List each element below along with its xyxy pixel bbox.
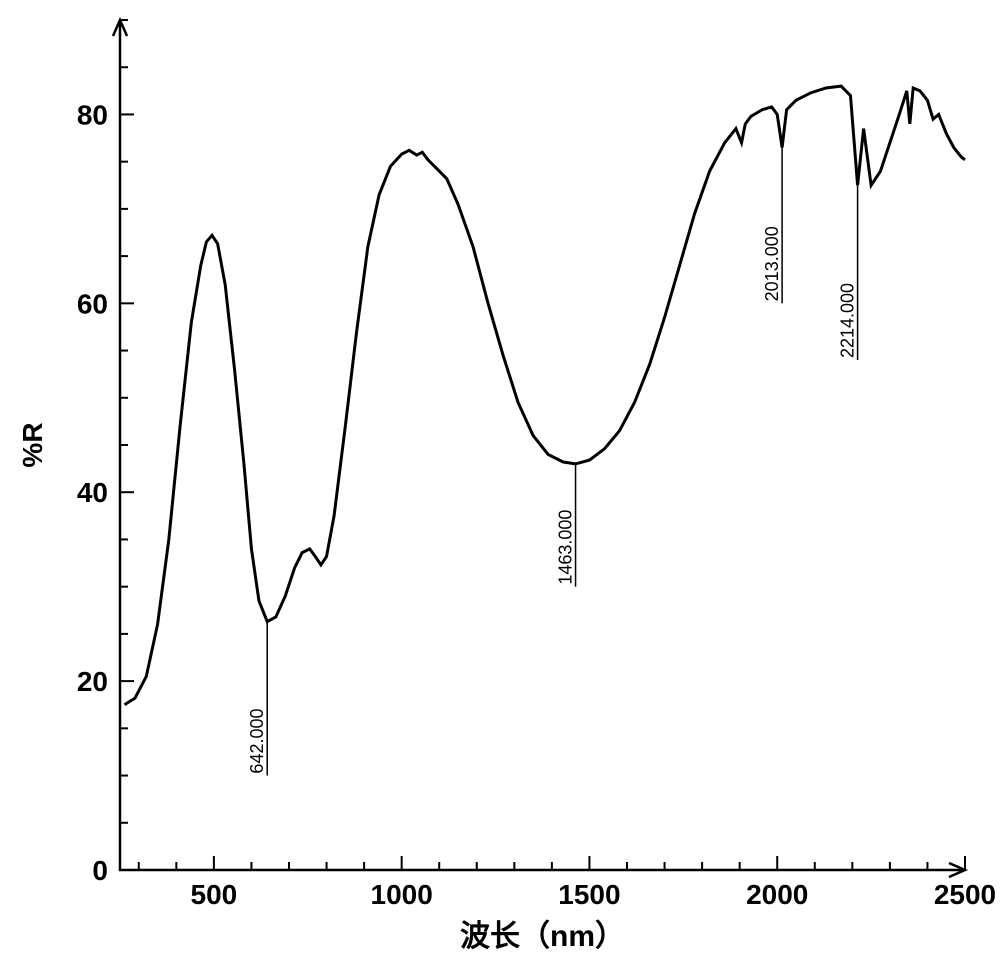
annotation-label: 1463.000 bbox=[556, 510, 576, 585]
y-tick-label: 20 bbox=[77, 666, 108, 697]
y-tick-label: 60 bbox=[77, 288, 108, 319]
y-tick-label: 80 bbox=[77, 99, 108, 130]
y-tick-label: 40 bbox=[77, 477, 108, 508]
chart-svg: 0 20 40 60 80 %R 500 1000 1500 2000 2500 波长（nm） 642.… bbox=[0, 0, 1000, 972]
x-tick-label: 500 bbox=[191, 879, 238, 910]
x-tick-label: 1000 bbox=[371, 879, 433, 910]
y-tick-label: 0 bbox=[92, 855, 108, 886]
x-tick-label: 2000 bbox=[746, 879, 808, 910]
x-axis-title: 波长（nm） bbox=[460, 919, 625, 953]
annotation-label: 2013.000 bbox=[762, 226, 782, 301]
spectrum-line bbox=[125, 86, 965, 705]
x-tick-label: 1500 bbox=[558, 879, 620, 910]
y-axis-title: %R bbox=[17, 422, 48, 467]
x-tick-label: 2500 bbox=[934, 879, 996, 910]
annotation-label: 2214.000 bbox=[838, 283, 858, 358]
annotation-label: 642.000 bbox=[247, 708, 267, 773]
spectrum-chart: 0 20 40 60 80 %R 500 1000 1500 2000 2500 波长（nm） 642.… bbox=[0, 0, 1000, 972]
